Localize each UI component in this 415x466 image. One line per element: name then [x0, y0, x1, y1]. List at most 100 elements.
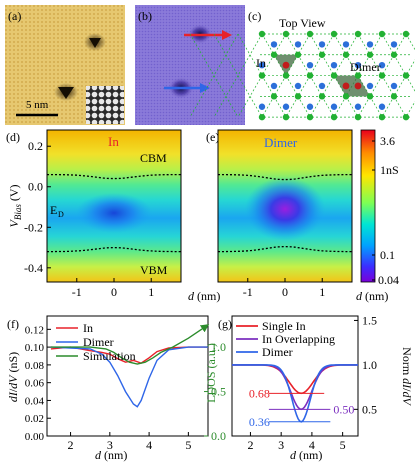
panel-label-c: (c)	[248, 9, 261, 23]
plot-frame	[231, 315, 359, 437]
y-tick-label: -0.4	[24, 261, 43, 275]
atom-green	[366, 51, 374, 58]
atom-blue	[294, 82, 302, 90]
atom-blue	[330, 103, 338, 110]
x-tick-label: 4	[309, 438, 315, 452]
series-line-in	[50, 346, 208, 364]
label-dimer: Dimer	[350, 60, 381, 74]
atom-green	[354, 30, 362, 38]
heatmap-in-title: In	[108, 134, 119, 149]
atom-blue	[306, 103, 314, 110]
atom-green	[306, 30, 314, 38]
lattice-line	[405, 33, 415, 51]
vacancy-mark	[58, 87, 74, 99]
atom-green	[366, 93, 374, 100]
cbm-line	[47, 173, 181, 180]
atom-green	[330, 72, 338, 79]
panel-e: (e) Dimer -1 0 1 d (nm)	[206, 129, 388, 303]
scale-bar-label: 5 nm	[26, 99, 49, 111]
atom-green	[354, 113, 362, 121]
x-tick-label: 5	[185, 438, 191, 452]
y2-tick-label: 1.0	[362, 358, 377, 372]
y-tick-label: 0.10	[25, 342, 45, 354]
colorbar-tick: 0.1	[380, 248, 395, 262]
atom-green	[330, 30, 338, 38]
y-tick-label: 0.04	[25, 395, 45, 407]
svg-text:VBias (V): VBias (V)	[7, 184, 23, 227]
atom-green	[330, 113, 338, 121]
atom-blue	[342, 41, 350, 48]
y2-tick-label: 0.0	[211, 429, 226, 443]
atom-green	[378, 72, 386, 79]
x-tick-label: 0	[282, 285, 288, 299]
crystal-lattice	[189, 30, 415, 121]
atom-green	[318, 93, 326, 100]
x-tick-label: 2	[247, 438, 253, 452]
colorbar-tick: 1nS	[380, 163, 399, 177]
series-line-dimer	[50, 346, 208, 408]
atom-green	[390, 51, 398, 58]
atom-green	[390, 93, 398, 100]
label-in: In	[256, 56, 266, 70]
y2-tick-label: 0.5	[362, 402, 377, 416]
y-tick-label: 0.08	[25, 360, 45, 372]
atom-blue	[270, 82, 278, 90]
atom-green	[258, 113, 266, 121]
ed-label: E D	[50, 203, 64, 219]
lattice-line	[189, 33, 239, 118]
vbm-line	[47, 246, 181, 253]
atom-blue	[294, 41, 302, 48]
vacancy-mark	[89, 38, 101, 48]
atom-blue	[258, 61, 266, 69]
panel-label-a: (a)	[8, 9, 21, 23]
x-axis-title-e: d (nm)	[356, 289, 388, 303]
y-tick-label: -0.2	[24, 220, 43, 234]
top-view-title: Top View	[279, 16, 326, 30]
atom-red	[354, 82, 362, 90]
panel-d: (d) In CBM VBM E D -1 0 1 0.2 0.0 -0.2 -0.4 VB…	[6, 129, 220, 303]
atom-green	[378, 113, 386, 121]
panel-label-g: (g)	[218, 317, 232, 331]
y-axis-title-d: VBias (V)	[7, 184, 23, 227]
atom-green	[402, 72, 410, 79]
atom-blue	[366, 41, 374, 48]
annotation-dimer: 0.36	[249, 415, 270, 429]
y-tick-label: 0.06	[25, 378, 45, 390]
plot-frame	[46, 315, 209, 437]
y-tick-label: 0.00	[25, 431, 45, 443]
x-tick-label: 3	[107, 438, 113, 452]
svg-text:E: E	[50, 203, 57, 217]
panel-f: (f) 2 3 4 5 0.00 0.02 0.04 0.06 0.08 0.10 0.12 0.0 0…	[6, 315, 226, 462]
cbm-line	[218, 173, 352, 181]
atom-blue	[390, 41, 398, 48]
x-tick-label: 3	[278, 438, 284, 452]
svg-text:dI/dV (nS): dI/dV (nS)	[6, 352, 20, 402]
y-tick-label: 0.2	[28, 139, 43, 153]
svg-text:Norm dI/dV: Norm dI/dV	[400, 347, 414, 406]
x-axis-title-g: d (nm)	[290, 448, 322, 462]
atom-blue	[366, 82, 374, 90]
atom-green	[342, 51, 350, 58]
x-tick-label: -1	[243, 285, 253, 299]
atom-blue	[378, 103, 386, 110]
colorbar-tick: 3.6	[380, 134, 395, 148]
annotation-overlapping: 0.50	[333, 402, 354, 416]
lattice-line	[405, 100, 415, 118]
y-tick-label: 0.12	[25, 324, 44, 336]
atom-green	[306, 113, 314, 121]
x-tick-label: 1	[148, 285, 154, 299]
colorbar-tick: 0.04	[378, 273, 399, 287]
series-line-dimer	[232, 364, 358, 423]
atom-blue	[282, 103, 290, 110]
atom-green	[402, 30, 410, 38]
svg-text:LDOS (a.u.): LDOS (a.u.)	[204, 343, 218, 403]
y-tick-label: 0.02	[25, 413, 44, 425]
atom-green	[354, 72, 362, 79]
atom-green	[402, 113, 410, 121]
panel-b: (b)	[135, 5, 245, 125]
atom-green	[282, 30, 290, 38]
x-axis-title-d: d (nm)	[188, 289, 220, 303]
atom-blue	[318, 41, 326, 48]
colorbar: 3.6 1nS 0.1 0.04	[360, 129, 399, 287]
